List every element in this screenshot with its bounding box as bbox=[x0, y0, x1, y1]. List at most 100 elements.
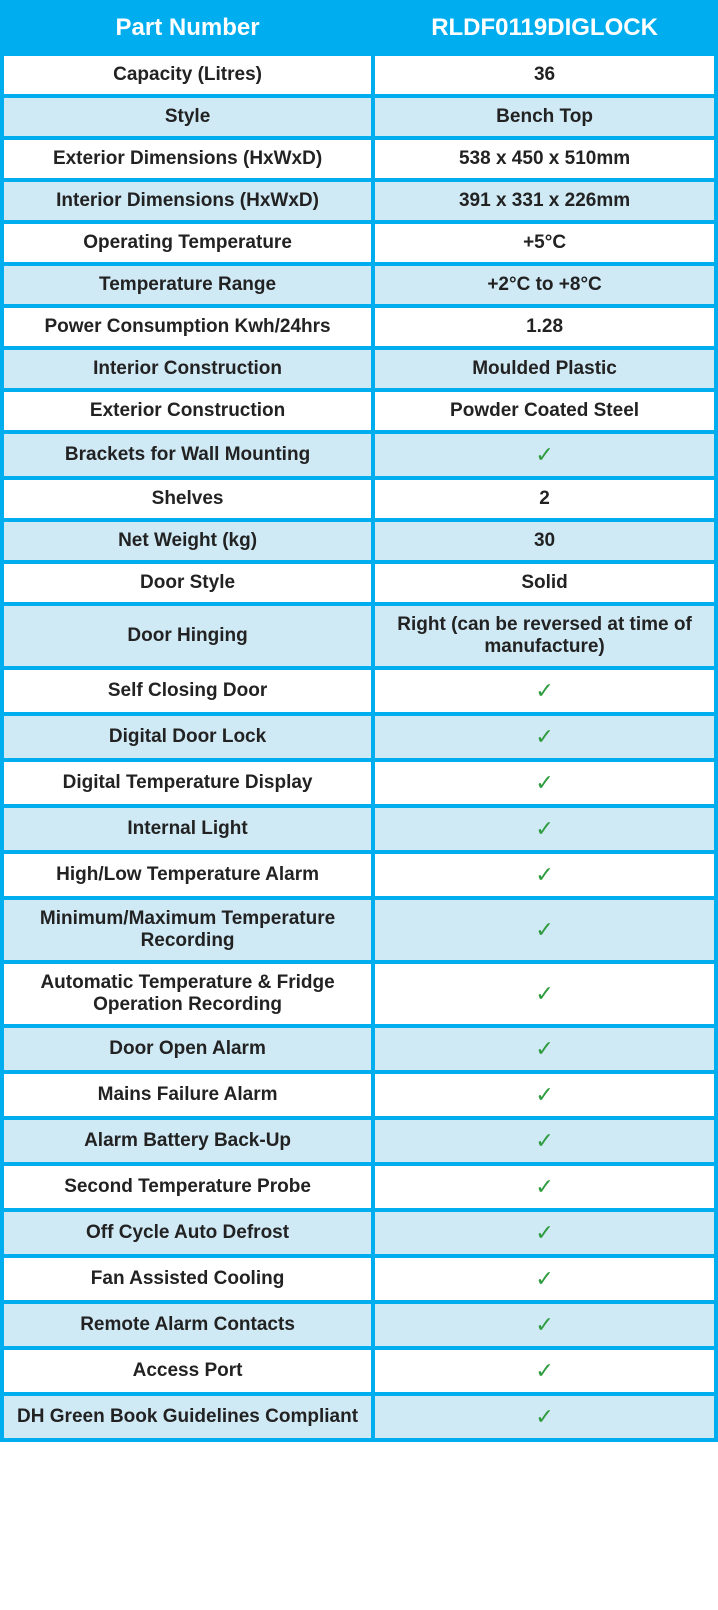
table-row: Exterior Dimensions (HxWxD)538 x 450 x 5… bbox=[4, 140, 714, 178]
spec-value: ✓ bbox=[375, 1350, 714, 1392]
table-row: Alarm Battery Back-Up ✓ bbox=[4, 1120, 714, 1162]
spec-value: ✓ bbox=[375, 964, 714, 1024]
table-row: Temperature Range+2°C to +8°C bbox=[4, 266, 714, 304]
spec-label: Style bbox=[4, 98, 371, 136]
table-body: Capacity (Litres)36 StyleBench Top Exterio… bbox=[4, 56, 714, 1438]
check-icon: ✓ bbox=[535, 1036, 553, 1061]
check-icon: ✓ bbox=[535, 862, 553, 887]
spec-value: Right (can be reversed at time of manufa… bbox=[375, 606, 714, 666]
check-icon: ✓ bbox=[535, 981, 553, 1006]
spec-label: Door Open Alarm bbox=[4, 1028, 371, 1070]
spec-value: ✓ bbox=[375, 716, 714, 758]
spec-label: Operating Temperature bbox=[4, 224, 371, 262]
table-row: Power Consumption Kwh/24hrs1.28 bbox=[4, 308, 714, 346]
spec-value: 2 bbox=[375, 480, 714, 518]
spec-label: Temperature Range bbox=[4, 266, 371, 304]
table-row: Door StyleSolid bbox=[4, 564, 714, 602]
spec-value: ✓ bbox=[375, 1212, 714, 1254]
check-icon: ✓ bbox=[535, 724, 553, 749]
spec-label: DH Green Book Guidelines Compliant bbox=[4, 1396, 371, 1438]
table-row: Access Port ✓ bbox=[4, 1350, 714, 1392]
spec-value: 391 x 331 x 226mm bbox=[375, 182, 714, 220]
spec-value: 30 bbox=[375, 522, 714, 560]
spec-label: Digital Temperature Display bbox=[4, 762, 371, 804]
spec-label: Brackets for Wall Mounting bbox=[4, 434, 371, 476]
spec-label: Mains Failure Alarm bbox=[4, 1074, 371, 1116]
spec-value: +5°C bbox=[375, 224, 714, 262]
table-row: Brackets for Wall Mounting ✓ bbox=[4, 434, 714, 476]
spec-value: 36 bbox=[375, 56, 714, 94]
spec-value: ✓ bbox=[375, 854, 714, 896]
table-row: StyleBench Top bbox=[4, 98, 714, 136]
spec-label: Second Temperature Probe bbox=[4, 1166, 371, 1208]
spec-label: Power Consumption Kwh/24hrs bbox=[4, 308, 371, 346]
table-row: High/Low Temperature Alarm ✓ bbox=[4, 854, 714, 896]
table-row: Net Weight (kg)30 bbox=[4, 522, 714, 560]
table-row: Digital Door Lock ✓ bbox=[4, 716, 714, 758]
check-icon: ✓ bbox=[535, 1358, 553, 1383]
table-row: Shelves2 bbox=[4, 480, 714, 518]
table-row: Capacity (Litres)36 bbox=[4, 56, 714, 94]
spec-label: Interior Dimensions (HxWxD) bbox=[4, 182, 371, 220]
spec-value: ✓ bbox=[375, 1120, 714, 1162]
spec-value: ✓ bbox=[375, 1258, 714, 1300]
table-row: Exterior ConstructionPowder Coated Steel bbox=[4, 392, 714, 430]
check-icon: ✓ bbox=[535, 1082, 553, 1107]
spec-label: Access Port bbox=[4, 1350, 371, 1392]
spec-value: ✓ bbox=[375, 670, 714, 712]
spec-value: ✓ bbox=[375, 1396, 714, 1438]
spec-table: Part Number RLDF0119DIGLOCK Capacity (Li… bbox=[0, 0, 718, 1442]
spec-label: Exterior Construction bbox=[4, 392, 371, 430]
spec-label: Minimum/Maximum Temperature Recording bbox=[4, 900, 371, 960]
spec-label: Internal Light bbox=[4, 808, 371, 850]
check-icon: ✓ bbox=[535, 678, 553, 703]
spec-value: ✓ bbox=[375, 1304, 714, 1346]
spec-label: Alarm Battery Back-Up bbox=[4, 1120, 371, 1162]
spec-value: ✓ bbox=[375, 1166, 714, 1208]
check-icon: ✓ bbox=[535, 816, 553, 841]
spec-label: High/Low Temperature Alarm bbox=[4, 854, 371, 896]
check-icon: ✓ bbox=[535, 917, 553, 942]
table-header-row: Part Number RLDF0119DIGLOCK bbox=[4, 4, 714, 52]
spec-label: Digital Door Lock bbox=[4, 716, 371, 758]
table-row: Second Temperature Probe ✓ bbox=[4, 1166, 714, 1208]
spec-value: Solid bbox=[375, 564, 714, 602]
header-left: Part Number bbox=[4, 4, 371, 52]
check-icon: ✓ bbox=[535, 770, 553, 795]
spec-label: Shelves bbox=[4, 480, 371, 518]
header-right: RLDF0119DIGLOCK bbox=[375, 4, 714, 52]
spec-value: 1.28 bbox=[375, 308, 714, 346]
table-row: DH Green Book Guidelines Compliant ✓ bbox=[4, 1396, 714, 1438]
spec-value: ✓ bbox=[375, 1074, 714, 1116]
spec-value: ✓ bbox=[375, 762, 714, 804]
spec-label: Remote Alarm Contacts bbox=[4, 1304, 371, 1346]
spec-value: ✓ bbox=[375, 808, 714, 850]
spec-label: Off Cycle Auto Defrost bbox=[4, 1212, 371, 1254]
table-row: Internal Light ✓ bbox=[4, 808, 714, 850]
table-row: Automatic Temperature & Fridge Operation… bbox=[4, 964, 714, 1024]
spec-value: ✓ bbox=[375, 900, 714, 960]
spec-value: 538 x 450 x 510mm bbox=[375, 140, 714, 178]
spec-label: Net Weight (kg) bbox=[4, 522, 371, 560]
spec-label: Automatic Temperature & Fridge Operation… bbox=[4, 964, 371, 1024]
spec-value: Moulded Plastic bbox=[375, 350, 714, 388]
table-row: Operating Temperature+5°C bbox=[4, 224, 714, 262]
spec-label: Self Closing Door bbox=[4, 670, 371, 712]
table-row: Off Cycle Auto Defrost ✓ bbox=[4, 1212, 714, 1254]
spec-label: Interior Construction bbox=[4, 350, 371, 388]
check-icon: ✓ bbox=[535, 1174, 553, 1199]
table-row: Remote Alarm Contacts ✓ bbox=[4, 1304, 714, 1346]
table-row: Interior ConstructionMoulded Plastic bbox=[4, 350, 714, 388]
check-icon: ✓ bbox=[535, 1220, 553, 1245]
spec-label: Fan Assisted Cooling bbox=[4, 1258, 371, 1300]
spec-value: Bench Top bbox=[375, 98, 714, 136]
table-row: Self Closing Door ✓ bbox=[4, 670, 714, 712]
check-icon: ✓ bbox=[535, 1312, 553, 1337]
spec-value: ✓ bbox=[375, 1028, 714, 1070]
spec-label: Door Style bbox=[4, 564, 371, 602]
spec-label: Door Hinging bbox=[4, 606, 371, 666]
check-icon: ✓ bbox=[535, 1128, 553, 1153]
table-row: Fan Assisted Cooling✓ bbox=[4, 1258, 714, 1300]
check-icon: ✓ bbox=[535, 442, 553, 467]
check-icon: ✓ bbox=[535, 1404, 553, 1429]
